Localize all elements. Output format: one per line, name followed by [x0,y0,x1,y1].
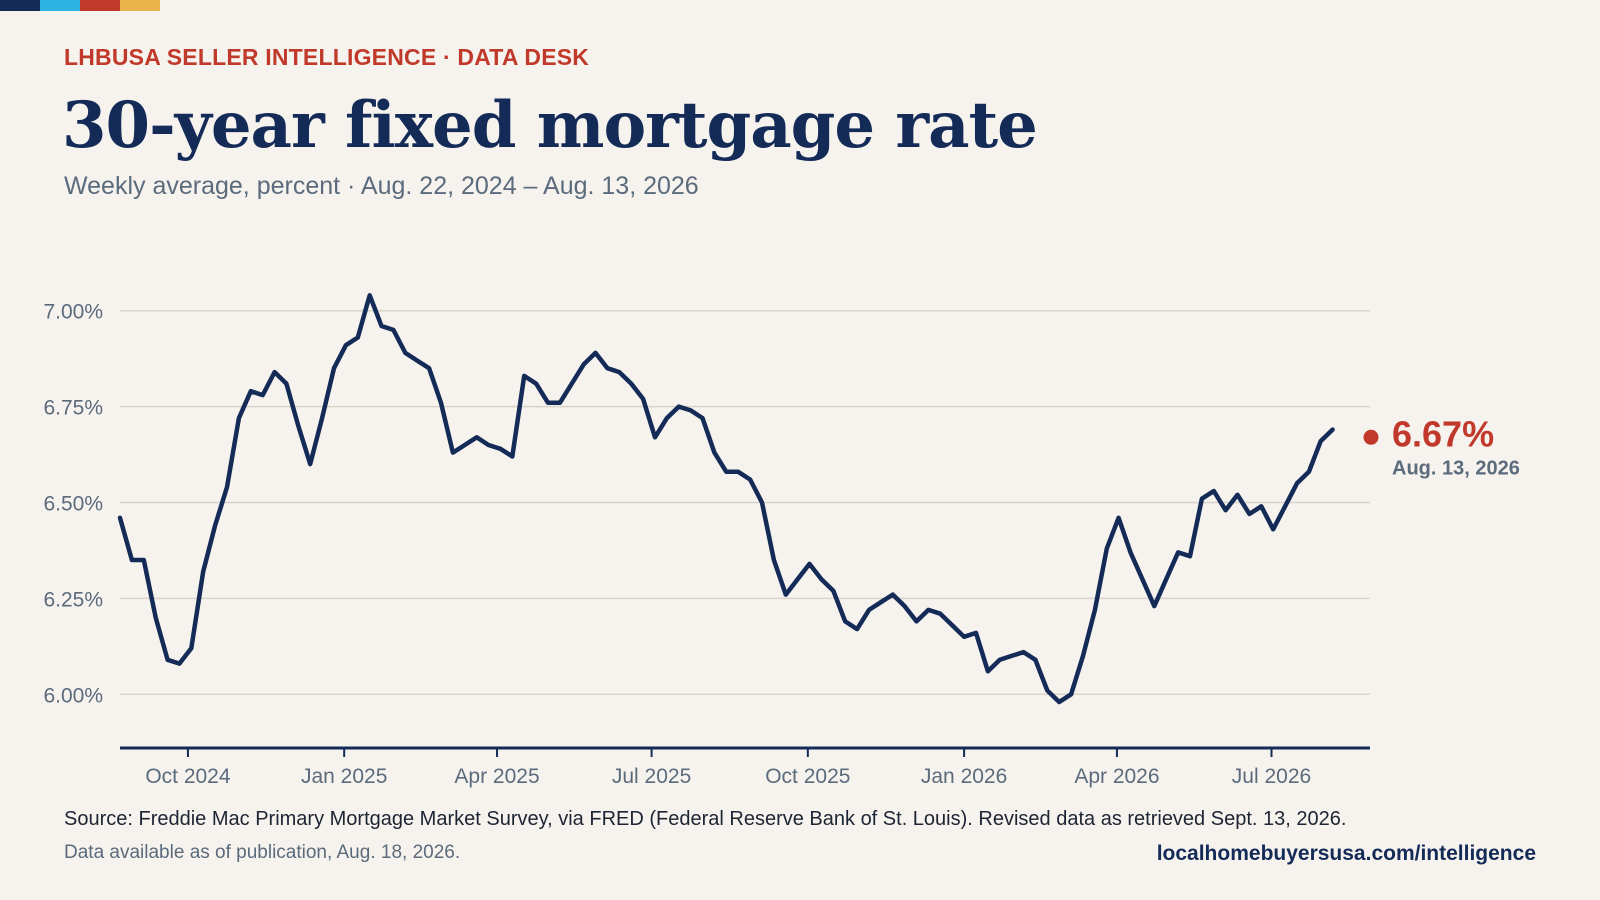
brand-swatch-navy [0,0,40,11]
x-tick-label: Jan 2026 [921,765,1007,788]
y-tick-label: 6.50% [43,492,103,515]
line-chart: 6.00% 6.25% 6.50% 6.75% 7.00% Oct 2024 Jan 20… [43,293,1520,788]
y-tick-label: 6.00% [43,684,103,707]
x-tick-label: Jul 2025 [612,765,691,788]
latest-date-label: Aug. 13, 2026 [1392,457,1520,479]
y-tick-label: 6.75% [43,397,103,420]
brand-color-bar [0,0,160,11]
source-url: localhomebuyersusa.com/intelligence [1156,842,1536,865]
x-tick-label: Apr 2025 [454,765,539,788]
y-tick-label: 6.25% [43,588,103,611]
x-axis: Oct 2024 Jan 2025 Apr 2025 Jul 2025 Oct 2025… [145,748,1311,788]
latest-value-dot [1363,429,1379,445]
source-note: Source: Freddie Mac Primary Mortgage Mar… [64,808,1347,830]
y-tick-label: 7.00% [43,301,103,324]
brand-swatch-red [80,0,120,11]
latest-value-label: 6.67% [1392,413,1494,454]
x-tick-label: Apr 2026 [1074,765,1159,788]
brand-swatch-gold [120,0,160,11]
y-axis: 6.00% 6.25% 6.50% 6.75% 7.00% [43,301,103,708]
chart-subtitle: Weekly average, percent · Aug. 22, 2024 … [64,172,699,200]
kicker: LHBUSA SELLER INTELLIGENCE · DATA DESK [64,44,590,70]
series-line-30yr-rate [117,293,1335,705]
brand-swatch-cyan [40,0,80,11]
chart-title: 30-year fixed mortgage rate [62,88,1038,163]
x-tick-label: Jul 2026 [1232,765,1311,788]
x-tick-label: Oct 2025 [765,765,850,788]
x-tick-label: Jan 2025 [301,765,387,788]
availability-note: Data available as of publication, Aug. 1… [64,842,461,863]
grid-lines [120,309,1370,696]
x-tick-label: Oct 2024 [145,765,231,788]
